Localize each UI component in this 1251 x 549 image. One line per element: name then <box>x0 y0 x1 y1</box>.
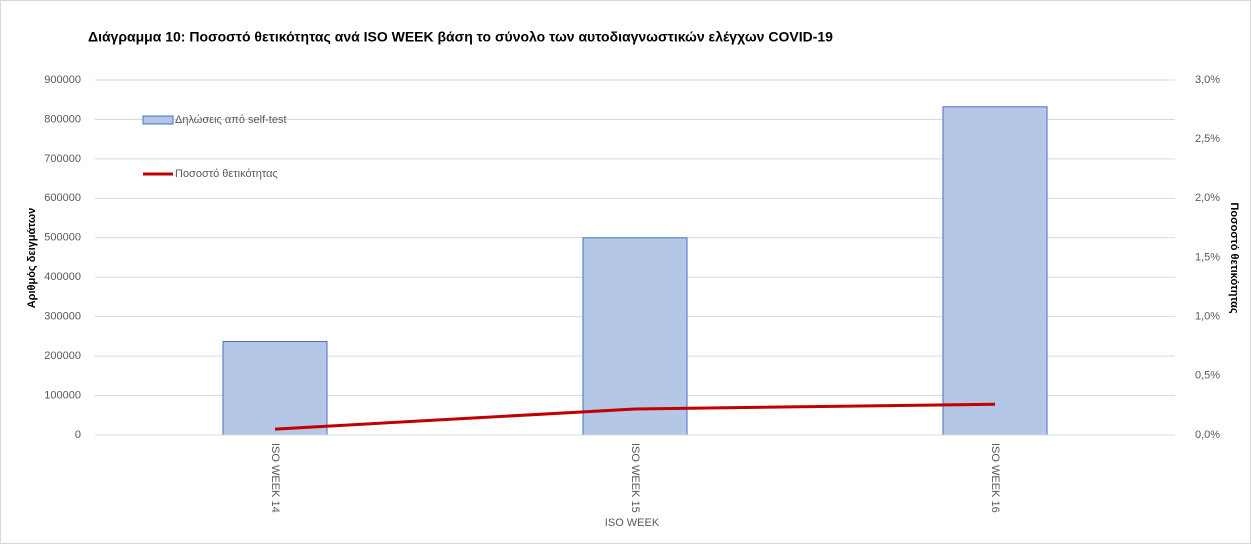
x-tick-label: ISO WEEK 14 <box>269 443 281 513</box>
y-tick-label: 600000 <box>44 192 81 204</box>
y-tick-label: 500000 <box>44 232 81 244</box>
chart-title: Διάγραμμα 10: Ποσοστό θετικότητας ανά IS… <box>88 29 833 45</box>
legend-swatch <box>142 115 174 125</box>
y-tick-label: 100000 <box>44 389 81 401</box>
y-tick-label: 800000 <box>44 113 81 125</box>
y-tick-label: 900000 <box>44 74 81 86</box>
y-tick-label: 400000 <box>44 271 81 283</box>
bar <box>222 341 328 436</box>
y-tick-label: 300000 <box>44 311 81 323</box>
bar <box>582 237 688 436</box>
y-tick-label: 200000 <box>44 350 81 362</box>
x-tick-label: ISO WEEK 15 <box>629 443 641 513</box>
y-axis-title: Αριθμός δειγμάτων <box>26 208 38 309</box>
line <box>274 402 996 431</box>
x-tick-label: ISO WEEK 16 <box>989 443 1001 513</box>
y2-tick-label: 3,0% <box>1195 74 1220 86</box>
y2-tick-label: 0,5% <box>1195 370 1220 382</box>
x-axis-title: ISO WEEK <box>605 517 660 529</box>
y2-axis-title: Ποσοστό θετικότητας <box>1228 202 1240 313</box>
legend-label: Ποσοστό θετικότητας <box>175 168 278 180</box>
y-tick-label: 700000 <box>44 153 81 165</box>
y2-tick-label: 1,5% <box>1195 251 1220 263</box>
y-tick-label: 0 <box>75 429 81 441</box>
y2-tick-label: 2,5% <box>1195 133 1220 145</box>
bar <box>942 106 1048 436</box>
legend-label: Δηλώσεις από self-test <box>175 114 287 126</box>
y2-tick-label: 1,0% <box>1195 311 1220 323</box>
y2-tick-label: 0,0% <box>1195 429 1220 441</box>
y2-tick-label: 2,0% <box>1195 192 1220 204</box>
